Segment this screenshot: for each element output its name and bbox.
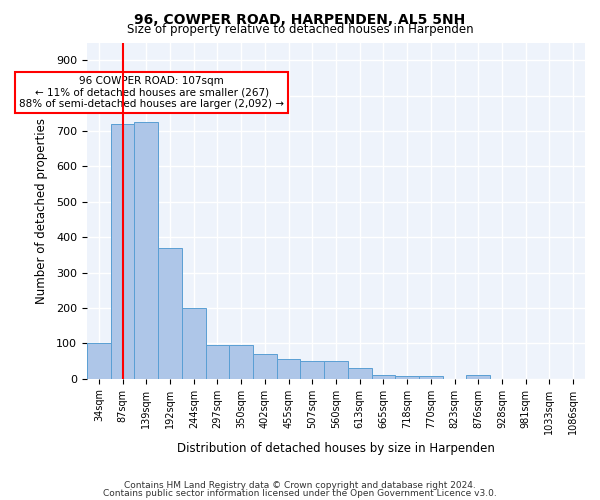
Bar — [87, 344, 111, 378]
Bar — [371, 375, 395, 378]
X-axis label: Distribution of detached houses by size in Harpenden: Distribution of detached houses by size … — [177, 442, 495, 455]
Bar — [395, 376, 419, 378]
Bar — [348, 368, 371, 378]
Bar — [419, 376, 443, 378]
Bar — [301, 361, 324, 378]
Bar — [229, 345, 253, 378]
Bar — [134, 122, 158, 378]
Bar — [253, 354, 277, 378]
Bar — [466, 375, 490, 378]
Text: 96, COWPER ROAD, HARPENDEN, AL5 5NH: 96, COWPER ROAD, HARPENDEN, AL5 5NH — [134, 12, 466, 26]
Text: Size of property relative to detached houses in Harpenden: Size of property relative to detached ho… — [127, 22, 473, 36]
Bar — [111, 124, 134, 378]
Bar — [182, 308, 206, 378]
Text: Contains public sector information licensed under the Open Government Licence v3: Contains public sector information licen… — [103, 488, 497, 498]
Bar — [324, 361, 348, 378]
Bar — [206, 345, 229, 378]
Text: 96 COWPER ROAD: 107sqm
← 11% of detached houses are smaller (267)
88% of semi-de: 96 COWPER ROAD: 107sqm ← 11% of detached… — [19, 76, 284, 110]
Y-axis label: Number of detached properties: Number of detached properties — [35, 118, 48, 304]
Bar — [158, 248, 182, 378]
Text: Contains HM Land Registry data © Crown copyright and database right 2024.: Contains HM Land Registry data © Crown c… — [124, 481, 476, 490]
Bar — [277, 359, 301, 378]
